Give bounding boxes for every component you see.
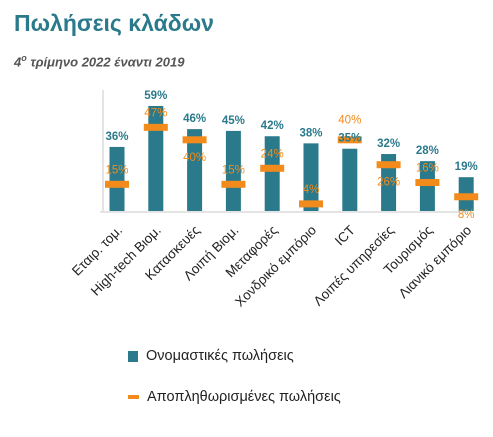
legend-deflated-label: Αποπληθωρισμένες πωλήσεις xyxy=(147,389,341,405)
chart-title: Πωλήσεις κλάδων xyxy=(14,10,214,36)
bar-nominal-0 xyxy=(109,146,125,211)
label-nominal-5: 38% xyxy=(299,127,322,139)
category-label-1: High-tech Βιομ. xyxy=(88,223,164,299)
bar-nominal-4 xyxy=(264,136,280,211)
marker-deflated-4 xyxy=(260,164,285,172)
label-nominal-2: 46% xyxy=(183,113,206,125)
legend-deflated: Αποπληθωρισμένες πωλήσεις xyxy=(128,389,341,405)
label-deflated-0: 15% xyxy=(105,164,128,176)
marker-deflated-5 xyxy=(299,200,323,208)
nominal-bars xyxy=(109,105,474,211)
chart-subtitle: 4ο τρίμηνο 2022 έναντι 2019 xyxy=(14,53,185,70)
label-deflated-7: 26% xyxy=(377,177,400,189)
legend-marker-swatch xyxy=(128,395,139,399)
label-deflated-9: 8% xyxy=(458,209,475,221)
label-deflated-2: 40% xyxy=(183,152,206,164)
marker-deflated-7 xyxy=(376,161,401,169)
deflated-value-labels: 15% 47% 40% 15% 24% 4% 40% 26% 16% 8% xyxy=(105,107,474,220)
label-deflated-6: 40% xyxy=(338,115,361,127)
marker-deflated-0 xyxy=(105,180,129,188)
marker-deflated-8 xyxy=(415,179,440,187)
marker-deflated-2 xyxy=(182,136,207,144)
label-nominal-0: 36% xyxy=(105,131,128,143)
label-deflated-8: 16% xyxy=(416,163,439,175)
deflated-markers xyxy=(105,123,479,208)
bar-nominal-3 xyxy=(225,130,241,211)
label-nominal-8: 28% xyxy=(416,145,439,157)
bar-nominal-1 xyxy=(148,105,164,211)
legend-nominal: Ονομαστικές πωλήσεις xyxy=(128,348,294,364)
label-nominal-4: 42% xyxy=(261,120,284,132)
marker-deflated-3 xyxy=(221,180,246,188)
marker-deflated-6 xyxy=(337,136,362,144)
label-nominal-1: 59% xyxy=(144,90,167,102)
label-deflated-1: 47% xyxy=(144,107,167,119)
bar-nominal-2 xyxy=(187,129,203,211)
label-nominal-9: 19% xyxy=(455,161,478,173)
marker-deflated-9 xyxy=(454,193,479,201)
label-nominal-7: 32% xyxy=(377,138,400,150)
bar-nominal-8 xyxy=(419,161,435,211)
category-label-9: Λιανικό εμπόριο xyxy=(396,223,475,302)
marker-deflated-1 xyxy=(143,123,168,131)
category-labels: Εταιρ. τομ.High-tech Βιομ.ΚατασκευέςΛοιπ… xyxy=(69,222,474,309)
label-deflated-5: 4% xyxy=(303,184,320,196)
baseline xyxy=(100,90,468,213)
bar-nominal-7 xyxy=(381,154,397,211)
legend-nominal-label: Ονομαστικές πωλήσεις xyxy=(146,348,294,364)
bar-nominal-6 xyxy=(342,148,358,211)
label-nominal-6: 35% xyxy=(338,133,361,145)
label-nominal-3: 45% xyxy=(222,115,245,127)
nominal-value-labels: 36% 59% 46% 45% 42% 38% 35% 32% 28% 19% xyxy=(105,90,477,173)
label-deflated-4: 24% xyxy=(261,148,284,160)
category-label-6: ICT xyxy=(332,223,358,249)
bar-nominal-5 xyxy=(303,143,319,211)
legend-bar-swatch xyxy=(128,350,138,362)
label-deflated-3: 15% xyxy=(222,164,245,176)
